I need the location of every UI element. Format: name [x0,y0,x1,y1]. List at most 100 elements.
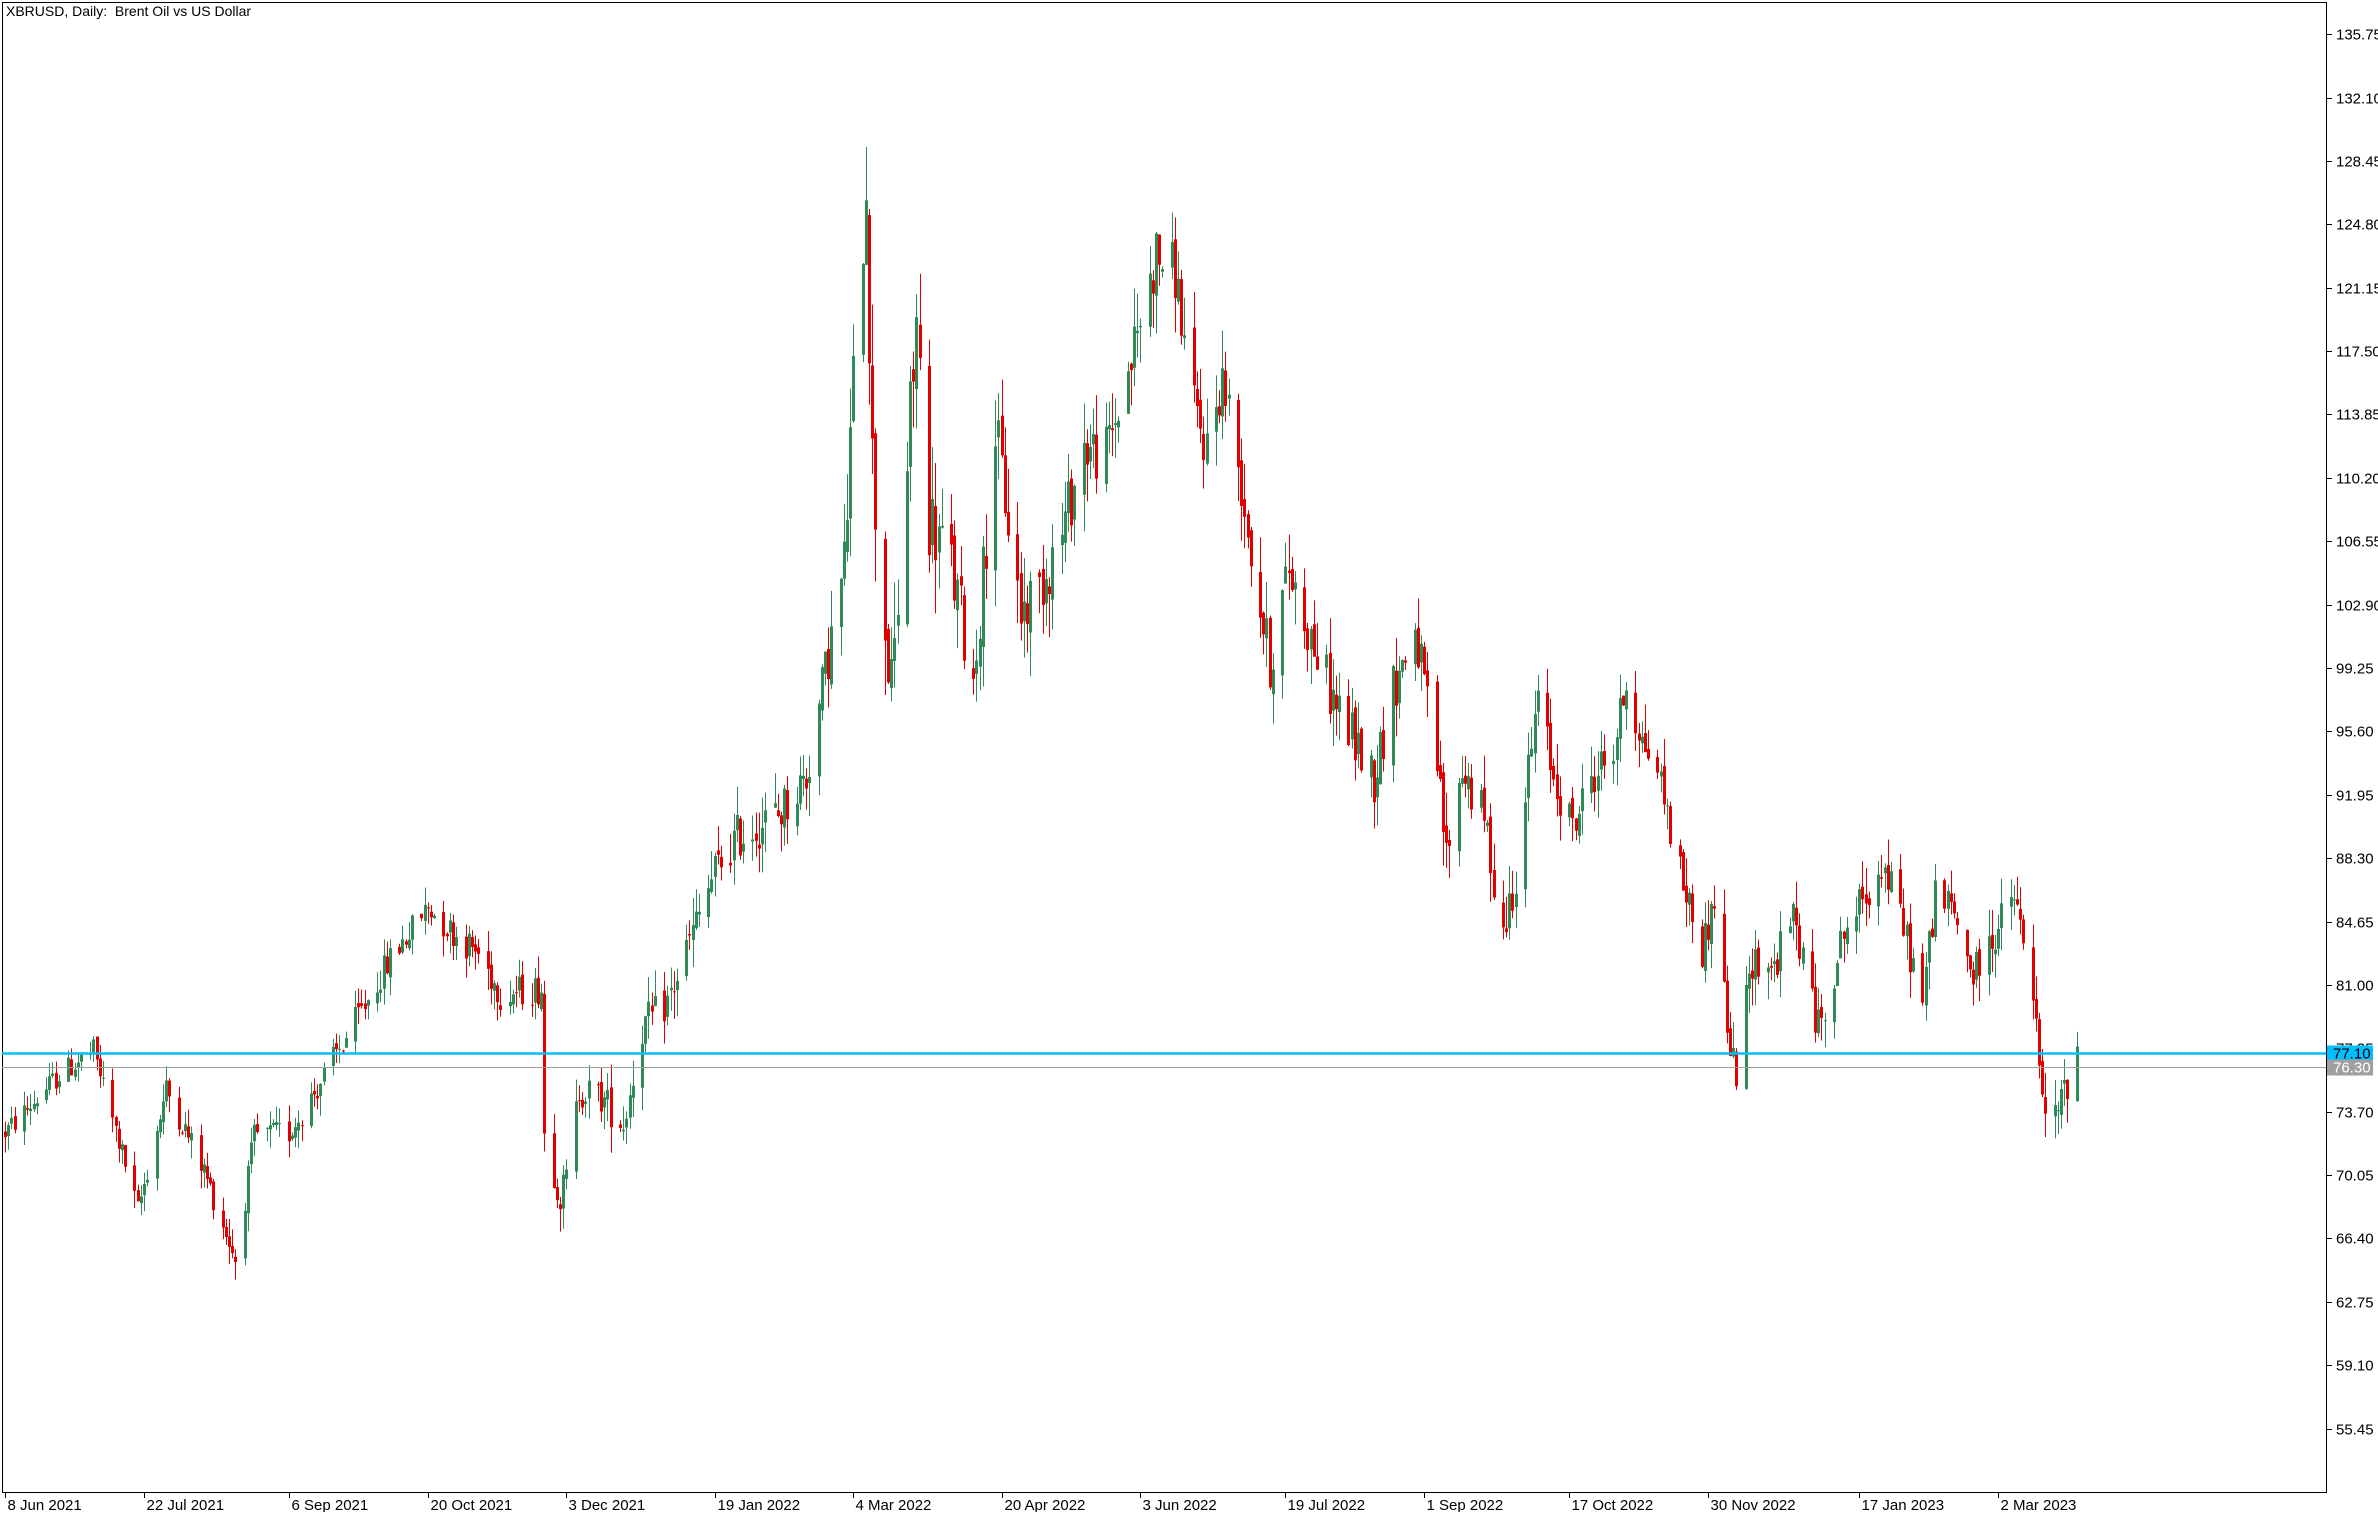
candle [774,773,777,809]
candle-body [1247,513,1250,538]
candle-body [531,1004,534,1006]
candle [490,951,493,1005]
candle-body [1155,233,1158,296]
candle-body [874,433,877,530]
candle [1127,361,1130,414]
candle [133,1151,136,1209]
candle [74,1062,77,1081]
candle-body [51,1073,54,1077]
candle-body [1262,612,1265,635]
candle [666,985,669,1026]
candle [1707,900,1710,951]
candle [890,627,893,702]
candle-body [2066,1079,2069,1100]
candle [26,1096,29,1116]
candle [1912,948,1915,973]
candle [912,351,915,428]
candle [1817,987,1820,1038]
candle [1682,849,1685,891]
candle-body [1603,751,1606,766]
candle [1795,881,1798,951]
candle [710,851,713,894]
candle-body [1508,893,1511,929]
candle-body [367,1000,370,1006]
candle-body [1265,618,1268,639]
candle [1439,740,1442,782]
candle [1083,403,1086,532]
candle [1045,558,1048,626]
candle-body [323,1067,326,1082]
candle-body [1616,737,1619,761]
candle-body [1206,433,1209,464]
candle [121,1140,124,1164]
candle-body [2038,1019,2041,1066]
candle [1590,746,1593,803]
y-tick-label: 88.30 [2336,851,2374,868]
candle [1660,763,1663,793]
candle [1158,234,1161,286]
candle-body [796,803,799,827]
candle [1868,891,1871,919]
candle [625,1111,628,1144]
x-tick-label: 6 Sep 2021 [292,1497,369,1512]
candle-body [1064,511,1067,543]
candle [893,582,896,688]
candle [751,815,754,861]
y-tick-label: 70.05 [2336,1168,2374,1185]
candle-body [1294,582,1297,590]
candle [1272,653,1275,724]
candle [1281,589,1284,699]
candle [868,208,871,405]
y-tick-label: 59.10 [2336,1358,2374,1375]
candle [887,623,890,685]
candle [1754,929,1757,1006]
candle [405,939,408,949]
candle-body [1395,670,1398,706]
candle-body [1685,885,1688,903]
candle-body [1149,273,1152,327]
candle-body [666,995,669,1017]
candle [1511,870,1514,919]
candle [1224,351,1227,422]
candle-body [389,948,392,978]
candle-body [739,818,742,856]
candle-body [1196,388,1199,406]
candle [187,1109,190,1144]
candle [1269,615,1272,690]
candle-body [603,1097,606,1108]
candle [1559,776,1562,841]
candle-body [338,1048,341,1050]
candle [367,999,370,1020]
candle [190,1126,193,1159]
candle [2013,885,2016,916]
candle-body [92,1039,95,1053]
candle-body [1732,1047,1735,1057]
candle [2035,976,2038,1032]
candle [1745,966,1748,1090]
candle-body [912,369,915,382]
candle-body [1493,870,1496,898]
candle-body [1414,629,1417,665]
candle-body [319,1083,322,1097]
candle-body [1045,579,1048,604]
candle [1858,883,1861,933]
candle [1877,860,1880,926]
candle-body [751,839,754,842]
candle-body [1382,729,1385,759]
candle-body [2054,1104,2057,1117]
candle-body [1843,931,1846,939]
y-tick-label: 113.85 [2336,407,2378,424]
candle-body [553,1133,556,1189]
candle [1193,291,1196,403]
candle [874,428,877,582]
candle-body [1912,958,1915,972]
candle [1325,644,1328,684]
candle-body [1612,760,1615,765]
candle [1023,557,1026,658]
candle-body [777,810,780,817]
candle-body [1899,869,1902,904]
candle-body [231,1245,234,1254]
candle [266,1127,269,1142]
